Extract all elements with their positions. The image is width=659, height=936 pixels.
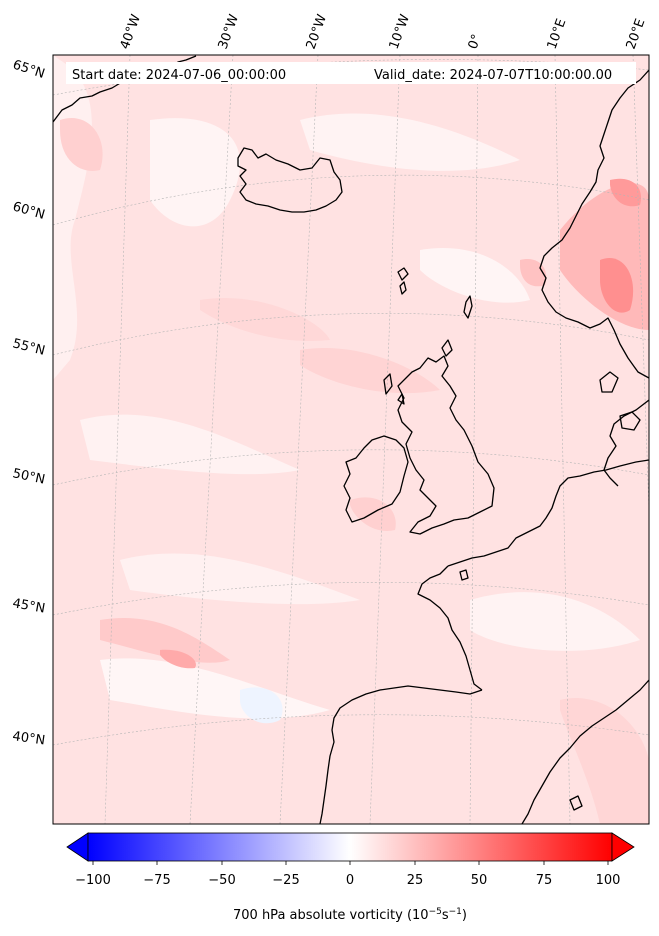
lon-label: 0° — [466, 32, 485, 51]
colorbar-tick-label: 0 — [346, 873, 354, 888]
lon-label: 40°W — [118, 12, 144, 51]
iberia-coast — [319, 685, 483, 824]
continent-north-coast — [447, 459, 649, 567]
map-panel — [52, 54, 650, 825]
colorbar-tick-label: −75 — [143, 873, 170, 888]
vorticity-features — [53, 55, 649, 824]
start-date-label: Start date: 2024-07-06_00:00:00 — [72, 68, 286, 83]
colorbar: −100 −75 −50 −25 0 25 50 75 100 700 hPa … — [66, 832, 635, 923]
colorbar-label: 700 hPa absolute vorticity (10−5s−1) — [233, 907, 467, 923]
lon-label: 10°W — [387, 12, 413, 51]
lon-label: 20°W — [304, 12, 330, 51]
valid-date-label: Valid_date: 2024-07-07T10:00:00.00 — [374, 68, 612, 83]
latitude-labels: 65°N 60°N 55°N 50°N 45°N 40°N — [11, 58, 47, 749]
colorbar-tick-label: −100 — [75, 873, 111, 888]
colorbar-tick-label: −25 — [272, 873, 299, 888]
lat-label: 50°N — [11, 466, 46, 487]
mediterranean-coast — [521, 679, 649, 824]
shetland-coast — [463, 295, 473, 319]
lon-label: 30°W — [216, 12, 242, 51]
ireland-coast — [343, 435, 409, 523]
great-britain-coast — [397, 355, 495, 535]
header-box — [66, 62, 636, 84]
lat-label: 40°N — [11, 729, 46, 748]
scandinavia-coast — [539, 69, 649, 379]
lon-label: 10°E — [545, 17, 570, 52]
lat-label: 60°N — [11, 199, 47, 222]
iceland-coast — [237, 147, 343, 213]
lon-label: 20°E — [624, 17, 649, 52]
colorbar-min-extend — [66, 832, 89, 862]
longitude-labels: 40°W 30°W 20°W 10°W 0° 10°E 20°E — [118, 12, 649, 51]
faroe-coast — [397, 267, 409, 281]
colorbar-tick-label: 75 — [536, 873, 553, 888]
colorbar-tick-label: 25 — [407, 873, 424, 888]
france-coast — [417, 565, 483, 691]
colorbar-tick-label: −50 — [208, 873, 235, 888]
colorbar-tick-label: 100 — [596, 873, 621, 888]
map-frame — [52, 54, 650, 825]
colorbar-tick-label: 50 — [471, 873, 488, 888]
lat-label: 45°N — [11, 596, 46, 616]
lat-label: 65°N — [11, 58, 47, 82]
colorbar-bar — [87, 832, 613, 862]
lat-label: 55°N — [11, 336, 46, 358]
colorbar-max-extend — [611, 832, 635, 862]
